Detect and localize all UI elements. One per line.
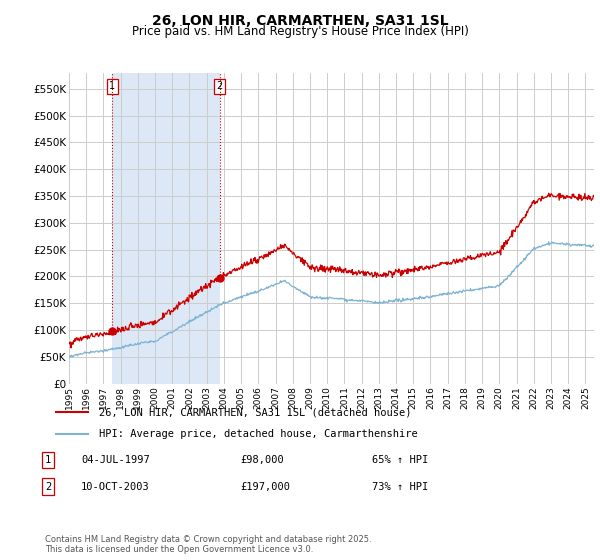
Text: Contains HM Land Registry data © Crown copyright and database right 2025.
This d: Contains HM Land Registry data © Crown c… <box>45 535 371 554</box>
Bar <box>112 73 220 384</box>
Text: 73% ↑ HPI: 73% ↑ HPI <box>372 482 428 492</box>
Text: HPI: Average price, detached house, Carmarthenshire: HPI: Average price, detached house, Carm… <box>98 429 418 438</box>
Text: 26, LON HIR, CARMARTHEN, SA31 1SL: 26, LON HIR, CARMARTHEN, SA31 1SL <box>152 14 448 28</box>
Text: 1: 1 <box>45 455 51 465</box>
Text: 10-OCT-2003: 10-OCT-2003 <box>81 482 150 492</box>
Text: 2: 2 <box>45 482 51 492</box>
Text: 2: 2 <box>217 81 223 91</box>
Text: £98,000: £98,000 <box>240 455 284 465</box>
Text: £197,000: £197,000 <box>240 482 290 492</box>
Text: Price paid vs. HM Land Registry's House Price Index (HPI): Price paid vs. HM Land Registry's House … <box>131 25 469 38</box>
Text: 1: 1 <box>109 81 115 91</box>
Text: 65% ↑ HPI: 65% ↑ HPI <box>372 455 428 465</box>
Text: 26, LON HIR, CARMARTHEN, SA31 1SL (detached house): 26, LON HIR, CARMARTHEN, SA31 1SL (detac… <box>98 407 411 417</box>
Text: 04-JUL-1997: 04-JUL-1997 <box>81 455 150 465</box>
